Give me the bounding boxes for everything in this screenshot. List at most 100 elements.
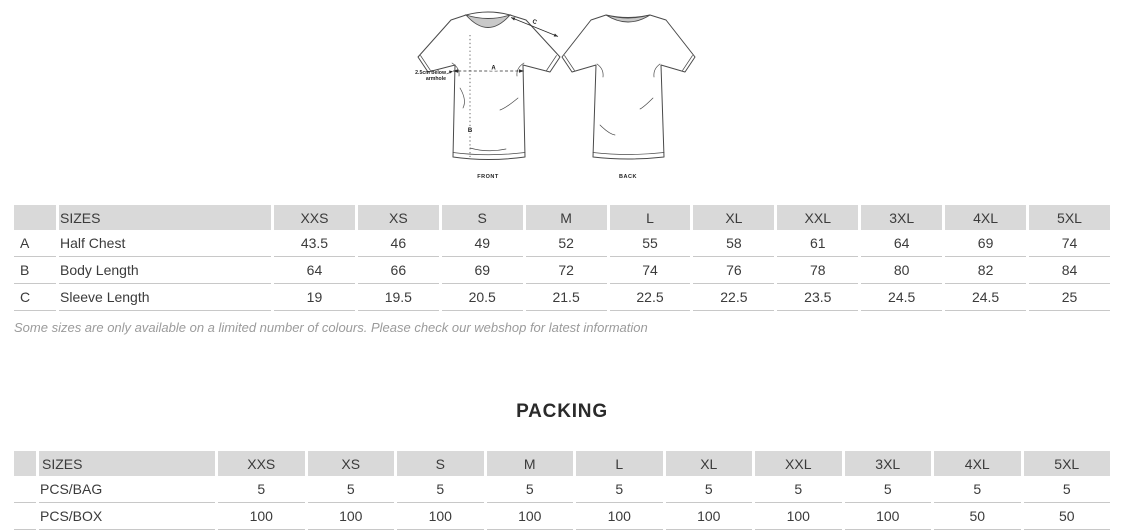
availability-note: Some sizes are only available on a limit… xyxy=(14,320,648,335)
table-cell: 52 xyxy=(525,230,607,257)
table-cell: 74 xyxy=(1029,230,1110,257)
size-col-header: 3XL xyxy=(861,205,943,230)
sizes-header-label: SIZES xyxy=(59,205,271,230)
header-corner-cell xyxy=(14,451,36,476)
size-col-header: XXS xyxy=(274,205,355,230)
row-label: PCS/BAG xyxy=(39,476,215,503)
row-corner xyxy=(14,476,36,503)
back-view-label: BACK xyxy=(619,174,637,180)
table-cell: 50 xyxy=(1023,503,1110,530)
table-cell: 100 xyxy=(844,503,931,530)
table-cell: 5 xyxy=(755,476,842,503)
front-collar xyxy=(464,14,512,28)
table-cell: 100 xyxy=(755,503,842,530)
size-col-header: XL xyxy=(665,451,752,476)
size-col-header: 5XL xyxy=(1023,451,1110,476)
table-cell: 5 xyxy=(576,476,663,503)
table-row: A Half Chest 43.5 46 49 52 55 58 61 64 6… xyxy=(14,230,1110,257)
size-col-header: L xyxy=(609,205,691,230)
row-label: Body Length xyxy=(59,257,271,284)
size-col-header: 3XL xyxy=(844,451,931,476)
table-cell: 43.5 xyxy=(274,230,355,257)
table-cell: 78 xyxy=(777,257,859,284)
drawing-details xyxy=(420,55,693,156)
table-cell: 58 xyxy=(693,230,775,257)
size-col-header: XL xyxy=(693,205,775,230)
table-cell: 100 xyxy=(307,503,394,530)
front-view-label: FRONT xyxy=(477,174,499,180)
table-cell: 49 xyxy=(441,230,523,257)
measure-a-label: A xyxy=(491,66,496,72)
table-row: PCS/BAG 5 5 5 5 5 5 5 5 5 5 xyxy=(14,476,1110,503)
table-cell: 69 xyxy=(441,257,523,284)
measurements-header-row: SIZES XXS XS S M L XL XXL 3XL 4XL 5XL xyxy=(14,205,1110,230)
size-col-header: L xyxy=(576,451,663,476)
row-label: Sleeve Length xyxy=(59,284,271,311)
back-collar xyxy=(605,14,651,23)
table-cell: 5 xyxy=(486,476,573,503)
table-cell: 100 xyxy=(665,503,752,530)
table-cell: 5 xyxy=(934,476,1021,503)
row-label: PCS/BOX xyxy=(39,503,215,530)
table-cell: 82 xyxy=(945,257,1027,284)
table-cell: 5 xyxy=(844,476,931,503)
row-corner xyxy=(14,503,36,530)
table-cell: 50 xyxy=(934,503,1021,530)
size-col-header: XS xyxy=(357,205,439,230)
table-cell: 61 xyxy=(777,230,859,257)
table-cell: 5 xyxy=(307,476,394,503)
table-cell: 24.5 xyxy=(945,284,1027,311)
table-cell: 64 xyxy=(861,230,943,257)
table-cell: 100 xyxy=(486,503,573,530)
table-cell: 22.5 xyxy=(693,284,775,311)
table-cell: 5 xyxy=(1023,476,1110,503)
table-cell: 22.5 xyxy=(609,284,691,311)
header-corner-cell xyxy=(14,205,56,230)
size-col-header: S xyxy=(397,451,484,476)
armhole-annotation-line2: armhole xyxy=(426,76,446,82)
size-col-header: 4XL xyxy=(945,205,1027,230)
size-col-header: XXS xyxy=(218,451,305,476)
row-key: A xyxy=(14,230,56,257)
size-col-header: 5XL xyxy=(1029,205,1110,230)
size-col-header: XXL xyxy=(755,451,842,476)
row-key: B xyxy=(14,257,56,284)
table-row: PCS/BOX 100 100 100 100 100 100 100 100 … xyxy=(14,503,1110,530)
measure-c-label: C xyxy=(531,19,538,26)
table-cell: 74 xyxy=(609,257,691,284)
table-row: C Sleeve Length 19 19.5 20.5 21.5 22.5 2… xyxy=(14,284,1110,311)
packing-title: PACKING xyxy=(516,401,608,422)
table-cell: 23.5 xyxy=(777,284,859,311)
packing-header-row: SIZES XXS XS S M L XL XXL 3XL 4XL 5XL xyxy=(14,451,1110,476)
packing-table: SIZES XXS XS S M L XL XXL 3XL 4XL 5XL PC… xyxy=(11,451,1113,530)
sizes-header-label: SIZES xyxy=(39,451,215,476)
tshirt-diagram: A B C 2.5cm below armhole FRONT BACK xyxy=(0,0,1124,190)
table-cell: 100 xyxy=(576,503,663,530)
table-cell: 24.5 xyxy=(861,284,943,311)
table-cell: 5 xyxy=(397,476,484,503)
table-cell: 69 xyxy=(945,230,1027,257)
table-cell: 76 xyxy=(693,257,775,284)
armhole-annotation-line1: 2.5cm below xyxy=(415,70,447,76)
table-cell: 72 xyxy=(525,257,607,284)
table-cell: 80 xyxy=(861,257,943,284)
row-label: Half Chest xyxy=(59,230,271,257)
table-cell: 25 xyxy=(1029,284,1110,311)
size-col-header: XS xyxy=(307,451,394,476)
table-cell: 5 xyxy=(218,476,305,503)
measurements-table: SIZES XXS XS S M L XL XXL 3XL 4XL 5XL A … xyxy=(11,205,1113,311)
size-col-header: 4XL xyxy=(934,451,1021,476)
size-col-header: M xyxy=(486,451,573,476)
measure-b-label: B xyxy=(468,128,473,134)
table-row: B Body Length 64 66 69 72 74 76 78 80 82… xyxy=(14,257,1110,284)
table-cell: 100 xyxy=(397,503,484,530)
size-col-header: M xyxy=(525,205,607,230)
measurement-lines xyxy=(446,17,559,157)
table-cell: 100 xyxy=(218,503,305,530)
table-cell: 84 xyxy=(1029,257,1110,284)
size-col-header: S xyxy=(441,205,523,230)
table-cell: 19.5 xyxy=(357,284,439,311)
table-cell: 64 xyxy=(274,257,355,284)
table-cell: 20.5 xyxy=(441,284,523,311)
table-cell: 21.5 xyxy=(525,284,607,311)
